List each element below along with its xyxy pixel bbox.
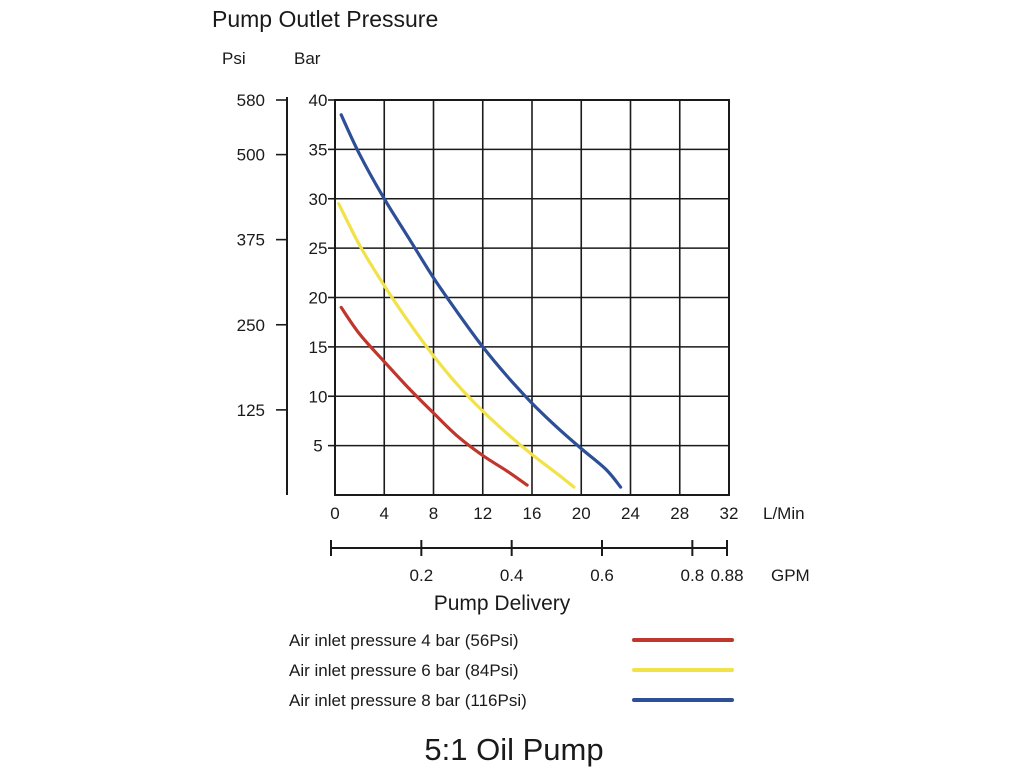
series-line-3: [339, 113, 623, 489]
x-tick-label: 24: [621, 504, 640, 523]
bar-tick-label: 25: [309, 239, 328, 258]
bottom-title: 5:1 Oil Pump: [424, 732, 603, 767]
bar-tick-label: 35: [309, 140, 328, 159]
x-tick-label: 28: [670, 504, 689, 523]
x-axis-title: Pump Delivery: [434, 592, 571, 615]
bar-ticks: 5 10 15 20 25 30 35 40: [309, 91, 335, 456]
series-layer: [337, 113, 623, 489]
bar-tick-label: 10: [309, 387, 328, 406]
chart-title: Pump Outlet Pressure: [212, 6, 438, 32]
x-unit-primary: L/Min: [763, 504, 805, 523]
x-tick-label: 0: [330, 504, 339, 523]
legend-label-2: Air inlet pressure 6 bar (84Psi): [289, 661, 519, 680]
x-ticks: 0 4 8 12 16 20 24 28 32: [330, 504, 738, 523]
gpm-tick-label: 0.2: [410, 566, 434, 585]
x-tick-label: 4: [380, 504, 389, 523]
psi-tick-label: 125: [237, 401, 265, 420]
x-tick-label: 32: [720, 504, 739, 523]
gpm-tick-label: 0.4: [500, 566, 524, 585]
psi-unit-label: Psi: [222, 49, 246, 68]
gpm-tick-label: 0.8: [681, 566, 705, 585]
bar-tick-label: 15: [309, 338, 328, 357]
psi-tick-label: 250: [237, 316, 265, 335]
x-tick-label: 12: [473, 504, 492, 523]
psi-tick-label: 580: [237, 91, 265, 110]
series-line-1: [339, 305, 529, 487]
legend: Air inlet pressure 4 bar (56Psi) Air inle…: [289, 631, 734, 710]
bar-tick-label: 20: [309, 289, 328, 308]
x-tick-label: 20: [572, 504, 591, 523]
x-tick-label: 8: [429, 504, 438, 523]
x-tick-label: 16: [523, 504, 542, 523]
legend-label-1: Air inlet pressure 4 bar (56Psi): [289, 631, 519, 650]
bar-tick-label: 30: [309, 190, 328, 209]
psi-tick-label: 375: [237, 231, 265, 250]
grid: [335, 100, 729, 495]
gpm-tick-label: 0.88: [710, 566, 743, 585]
gpm-ticks: 0.2 0.4 0.6 0.8 0.88: [330, 540, 744, 585]
legend-label-3: Air inlet pressure 8 bar (116Psi): [289, 691, 527, 710]
x-unit-secondary: GPM: [771, 566, 810, 585]
bar-unit-label: Bar: [294, 49, 321, 68]
series-line-2: [337, 202, 576, 489]
gpm-tick-label: 0.6: [590, 566, 614, 585]
psi-ticks: 125 250 375 500 580: [237, 91, 287, 420]
bar-tick-label: 5: [313, 437, 322, 456]
bar-tick-label: 40: [309, 91, 328, 110]
psi-tick-label: 500: [237, 146, 265, 165]
